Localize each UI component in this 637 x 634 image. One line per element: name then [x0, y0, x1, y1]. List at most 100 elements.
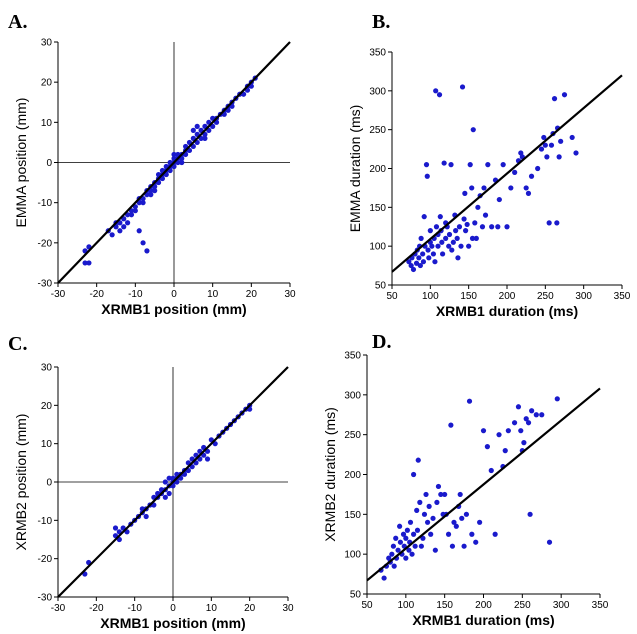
- scatter-point: [512, 169, 518, 175]
- chart-panel-0: A. -30 -20 -10 0 10 20 30 -30 -20 -10 0 10 20 30 XRMB1 …: [8, 11, 296, 317]
- scatter-point: [459, 515, 465, 521]
- x-axis-title: XRMB1 duration (ms): [436, 303, 578, 319]
- y-tick-label: 200: [344, 470, 361, 481]
- scatter-point: [426, 503, 432, 509]
- chart-panel-2: C. -30 -20 -10 0 10 20 30 -30 -20 -10 0 10 20 30 XRMB1 …: [8, 333, 294, 631]
- scatter-point: [473, 539, 479, 545]
- scatter-point: [554, 220, 560, 226]
- scatter-point: [417, 499, 423, 505]
- panel-letter: C.: [8, 333, 27, 355]
- scatter-point: [449, 247, 455, 253]
- scatter-point: [525, 420, 532, 426]
- scatter-point: [400, 531, 407, 537]
- scatter-point: [453, 523, 459, 529]
- scatter-point: [459, 84, 466, 90]
- scatter-point: [391, 563, 397, 569]
- scatter-point: [544, 154, 550, 160]
- scatter-point: [480, 428, 487, 434]
- scatter-point: [166, 475, 172, 481]
- y-tick-label: -10: [38, 198, 53, 209]
- scatter-point: [414, 507, 420, 513]
- scatter-point: [393, 535, 399, 541]
- scatter-point: [144, 248, 150, 254]
- scatter-point: [521, 440, 527, 446]
- x-tick-label: 150: [460, 291, 477, 302]
- scatter-point: [464, 221, 470, 228]
- y-axis-title: XRMB2 duration (ms): [322, 407, 338, 542]
- scatter-point: [457, 491, 463, 498]
- x-tick-label: -20: [89, 289, 104, 300]
- scatter-point: [434, 499, 440, 505]
- scatter-point: [415, 457, 421, 463]
- y-tick-label: 50: [350, 590, 362, 601]
- scatter-point: [477, 519, 483, 525]
- x-tick-label: 50: [361, 600, 373, 611]
- scatter-point: [428, 531, 434, 537]
- scatter-point: [152, 188, 158, 194]
- scatter-point: [538, 146, 545, 152]
- x-tick-label: 200: [475, 600, 492, 611]
- scatter-point: [461, 216, 467, 222]
- regression-line: [57, 366, 289, 598]
- scatter-point: [117, 228, 123, 234]
- scatter-point: [451, 519, 457, 525]
- x-tick-label: 10: [206, 603, 218, 614]
- scatter-point: [179, 159, 185, 166]
- scatter-point: [456, 224, 463, 230]
- scatter-point: [511, 420, 518, 426]
- scatter-point: [515, 404, 522, 410]
- scatter-point: [128, 212, 135, 218]
- scatter-point: [569, 134, 575, 141]
- scatter-point: [406, 259, 412, 265]
- scatter-point: [454, 235, 460, 241]
- scatter-point: [458, 243, 464, 249]
- y-tick-label: 0: [46, 478, 52, 489]
- scatter-point: [561, 92, 568, 98]
- scatter-point: [433, 88, 439, 94]
- x-tick-label: 100: [397, 600, 414, 611]
- scatter-point: [470, 127, 476, 133]
- scatter-point: [502, 448, 508, 454]
- scatter-point: [523, 185, 529, 191]
- scatter-point: [466, 398, 473, 404]
- x-tick-label: 250: [514, 600, 531, 611]
- scatter-point: [440, 251, 446, 257]
- y-tick-label: 200: [369, 164, 386, 175]
- y-tick-label: 100: [344, 550, 361, 561]
- scatter-point: [529, 408, 535, 414]
- y-tick-label: 100: [369, 242, 386, 253]
- chart-panel-3: D. 50 100 150 200 250 300 350 50 100 150 200 250 300 3…: [322, 331, 609, 628]
- scatter-point: [453, 228, 459, 234]
- panel-letter: D.: [372, 331, 391, 353]
- scatter-point: [546, 539, 553, 545]
- scatter-point: [140, 200, 146, 206]
- y-tick-label: 20: [41, 78, 53, 89]
- regression-line: [391, 74, 623, 273]
- scatter-point: [435, 483, 442, 490]
- scatter-point: [397, 539, 403, 545]
- scatter-point: [424, 519, 431, 525]
- scatter-point: [462, 190, 468, 196]
- scatter-point: [410, 266, 417, 273]
- scatter-point: [492, 531, 498, 537]
- scatter-point: [551, 96, 558, 102]
- scatter-point: [162, 479, 168, 485]
- scatter-point: [518, 428, 524, 434]
- scatter-point: [489, 224, 495, 230]
- scatter-point: [148, 192, 154, 198]
- scatter-point: [500, 162, 506, 168]
- y-tick-label: -30: [38, 593, 53, 604]
- x-tick-label: 300: [553, 600, 570, 611]
- x-tick-label: -30: [51, 289, 66, 300]
- scatter-point: [439, 239, 445, 245]
- scatter-point: [455, 255, 461, 261]
- scatter-point: [446, 243, 452, 249]
- scatter-point: [558, 138, 564, 144]
- x-tick-label: 30: [284, 289, 296, 300]
- scatter-point: [542, 142, 548, 148]
- scatter-point: [390, 543, 397, 549]
- scatter-point: [121, 224, 127, 230]
- scatter-point: [420, 535, 426, 541]
- scatter-point: [481, 185, 487, 191]
- scatter-point: [541, 134, 547, 141]
